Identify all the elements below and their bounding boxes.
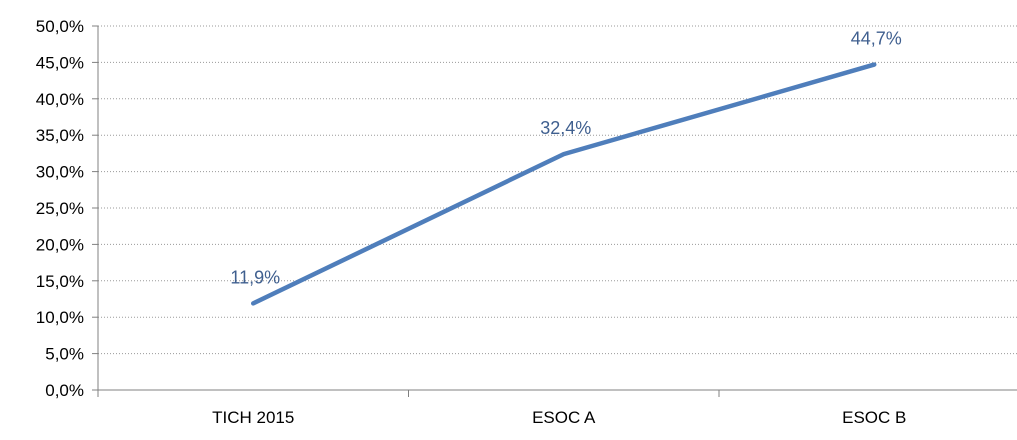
gridlines [98,25,1017,355]
data-label: 11,9% [230,267,280,287]
data-labels: 11,9% 32,4% 44,7% [230,29,901,288]
data-label: 32,4% [540,118,591,138]
x-tick-label: ESOC B [842,408,906,427]
x-axis-tick-labels: TICH 2015 ESOC A ESOC B [212,408,906,427]
y-axis-tick-labels: 0,0% 5,0% 10,0% 15,0% 20,0% 25,0% 30,0% 35,0% 40… [36,17,84,400]
y-tick-label: 50,0% [36,17,84,36]
y-tick-label: 15,0% [36,272,84,291]
y-tick-label: 25,0% [36,199,84,218]
y-tick-label: 20,0% [36,235,84,254]
axes [92,25,1017,397]
x-tick-label: TICH 2015 [212,408,294,427]
y-tick-label: 5,0% [45,345,84,364]
y-tick-label: 10,0% [36,308,84,327]
series-lines [251,62,877,306]
y-tick-label: 45,0% [36,53,84,72]
y-tick-label: 30,0% [36,163,84,182]
series-line [251,62,877,306]
y-tick-label: 40,0% [36,90,84,109]
x-tick-label: ESOC A [532,408,596,427]
data-label: 44,7% [851,29,902,49]
y-tick-label: 35,0% [36,126,84,145]
y-tick-label: 0,0% [45,381,84,400]
